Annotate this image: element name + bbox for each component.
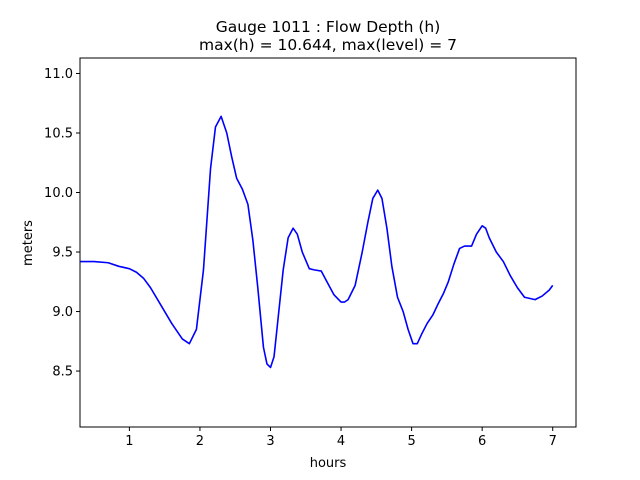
y-axis-label: meters — [21, 220, 36, 266]
y-tick-label: 11.0 — [44, 67, 73, 82]
chart-title: Gauge 1011 : Flow Depth (h) — [216, 18, 441, 36]
plot-area-frame — [79, 57, 577, 428]
y-tick-label: 9.5 — [52, 246, 73, 261]
x-tick-label: 3 — [266, 434, 274, 449]
x-tick-label: 2 — [196, 434, 204, 449]
y-tick-label: 9.0 — [52, 305, 73, 320]
x-tick-label: 4 — [337, 434, 345, 449]
x-tick-label: 1 — [125, 434, 133, 449]
series-line-0 — [80, 115, 554, 369]
x-tick-label: 5 — [407, 434, 415, 449]
y-tick-label: 10.5 — [44, 126, 73, 141]
series-line-group — [80, 115, 554, 369]
chart-subtitle: max(h) = 10.644, max(level) = 7 — [199, 36, 457, 54]
x-axis: 1 2 3 4 5 6 7 — [125, 427, 557, 449]
y-axis: 8.5 9.0 9.5 10.0 10.5 11.0 — [44, 67, 80, 380]
y-tick-label: 8.5 — [52, 365, 73, 380]
y-tick-label: 10.0 — [44, 186, 73, 201]
x-axis-label: hours — [310, 456, 347, 471]
x-tick-label: 6 — [478, 434, 486, 449]
x-tick-label: 7 — [549, 434, 557, 449]
